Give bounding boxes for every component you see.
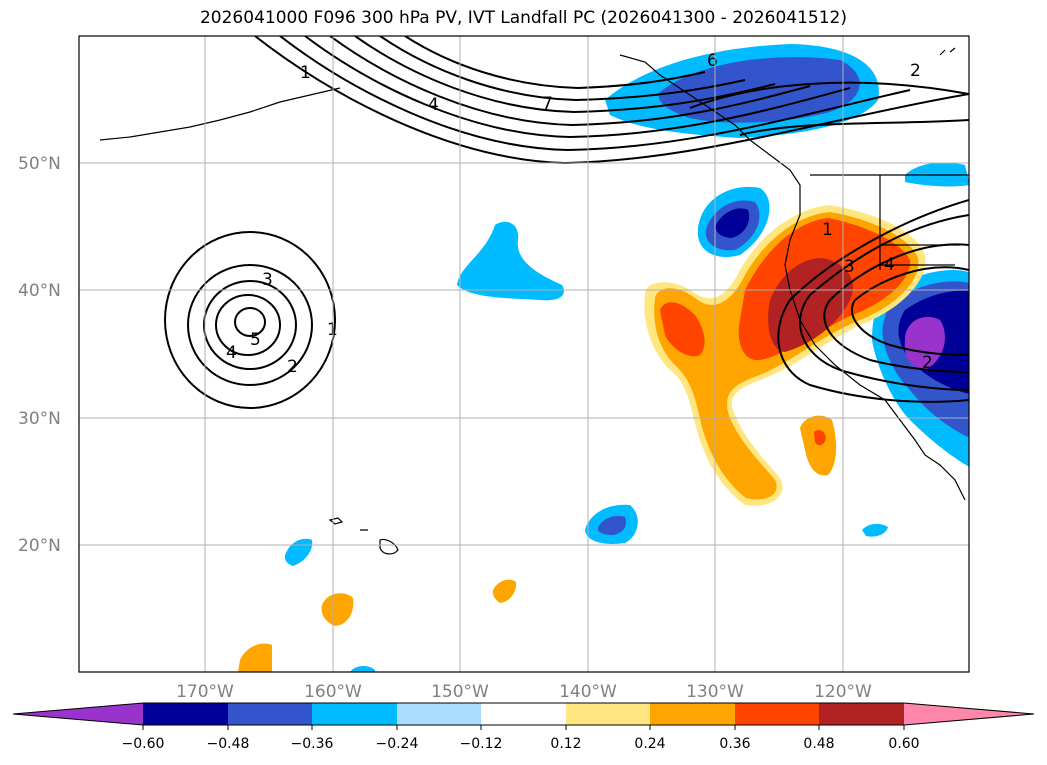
lon-label-170w: 170°W <box>176 682 234 702</box>
svg-text:3: 3 <box>262 270 273 290</box>
colorbar-tick-label: 0.60 <box>888 736 919 752</box>
colorbar-tick-label: −0.24 <box>376 736 419 752</box>
colorbar: −0.60 −0.48 −0.36 −0.24 −0.12 0.12 0.24 … <box>12 702 1035 752</box>
svg-text:4: 4 <box>884 255 895 275</box>
svg-text:1: 1 <box>300 63 311 83</box>
svg-text:5: 5 <box>250 330 261 350</box>
colorbar-tick-label: −0.36 <box>291 736 334 752</box>
lat-label-20n: 20°N <box>18 536 61 556</box>
lat-label-40n: 40°N <box>18 281 61 301</box>
colorbar-tick-label: 0.36 <box>719 736 750 752</box>
colorbar-tick-label: 0.24 <box>634 736 665 752</box>
map-frame <box>78 35 970 673</box>
svg-text:4: 4 <box>226 343 237 363</box>
lat-label-50n: 50°N <box>18 154 61 174</box>
colorbar-cell-3 <box>312 703 397 725</box>
lon-label-140w: 140°W <box>559 682 617 702</box>
map-title: 2026041000 F096 300 hPa PV, IVT Landfall… <box>199 8 847 28</box>
svg-text:2: 2 <box>922 353 933 373</box>
svg-text:6: 6 <box>707 51 718 71</box>
svg-text:2: 2 <box>910 61 921 81</box>
gridlines <box>79 36 969 672</box>
contour-labels: 1 4 7 6 2 3 5 4 2 1 1 3 4 2 <box>226 51 933 377</box>
map-background <box>79 36 969 672</box>
latitude-labels: 50°N 40°N 30°N 20°N <box>18 154 61 556</box>
lon-label-150w: 150°W <box>431 682 489 702</box>
colorbar-cell-9 <box>819 703 904 725</box>
svg-text:1: 1 <box>327 320 338 340</box>
svg-text:4: 4 <box>428 95 439 115</box>
colorbar-cell-1 <box>143 703 228 725</box>
colorbar-cell-0 <box>13 703 143 725</box>
svg-text:2: 2 <box>287 357 298 377</box>
colorbar-tick-label: 0.48 <box>803 736 834 752</box>
map-panel: 1 4 7 6 2 3 5 4 2 1 1 3 4 2 <box>78 35 970 673</box>
svg-text:1: 1 <box>822 220 833 240</box>
colorbar-cell-6 <box>566 703 650 725</box>
lon-label-160w: 160°W <box>304 682 362 702</box>
colorbar-cell-4 <box>397 703 481 725</box>
svg-text:7: 7 <box>542 94 553 114</box>
colorbar-cell-7 <box>650 703 735 725</box>
lon-label-130w: 130°W <box>686 682 744 702</box>
colorbar-cell-8 <box>735 703 819 725</box>
longitude-labels: 170°W 160°W 150°W 140°W 130°W 120°W <box>176 682 872 702</box>
coastlines <box>99 47 969 555</box>
svg-text:3: 3 <box>844 257 855 277</box>
colorbar-tick-label: 0.12 <box>550 736 581 752</box>
colorbar-cell-10 <box>904 703 1034 725</box>
colorbar-tick-label: −0.48 <box>207 736 250 752</box>
lon-label-120w: 120°W <box>814 682 872 702</box>
colorbar-tick-label: −0.12 <box>460 736 503 752</box>
colorbar-tick-label: −0.60 <box>122 736 165 752</box>
lat-label-30n: 30°N <box>18 409 61 429</box>
colorbar-cell-2 <box>228 703 312 725</box>
colorbar-ticks <box>142 725 905 730</box>
colorbar-cell-5 <box>481 703 566 725</box>
